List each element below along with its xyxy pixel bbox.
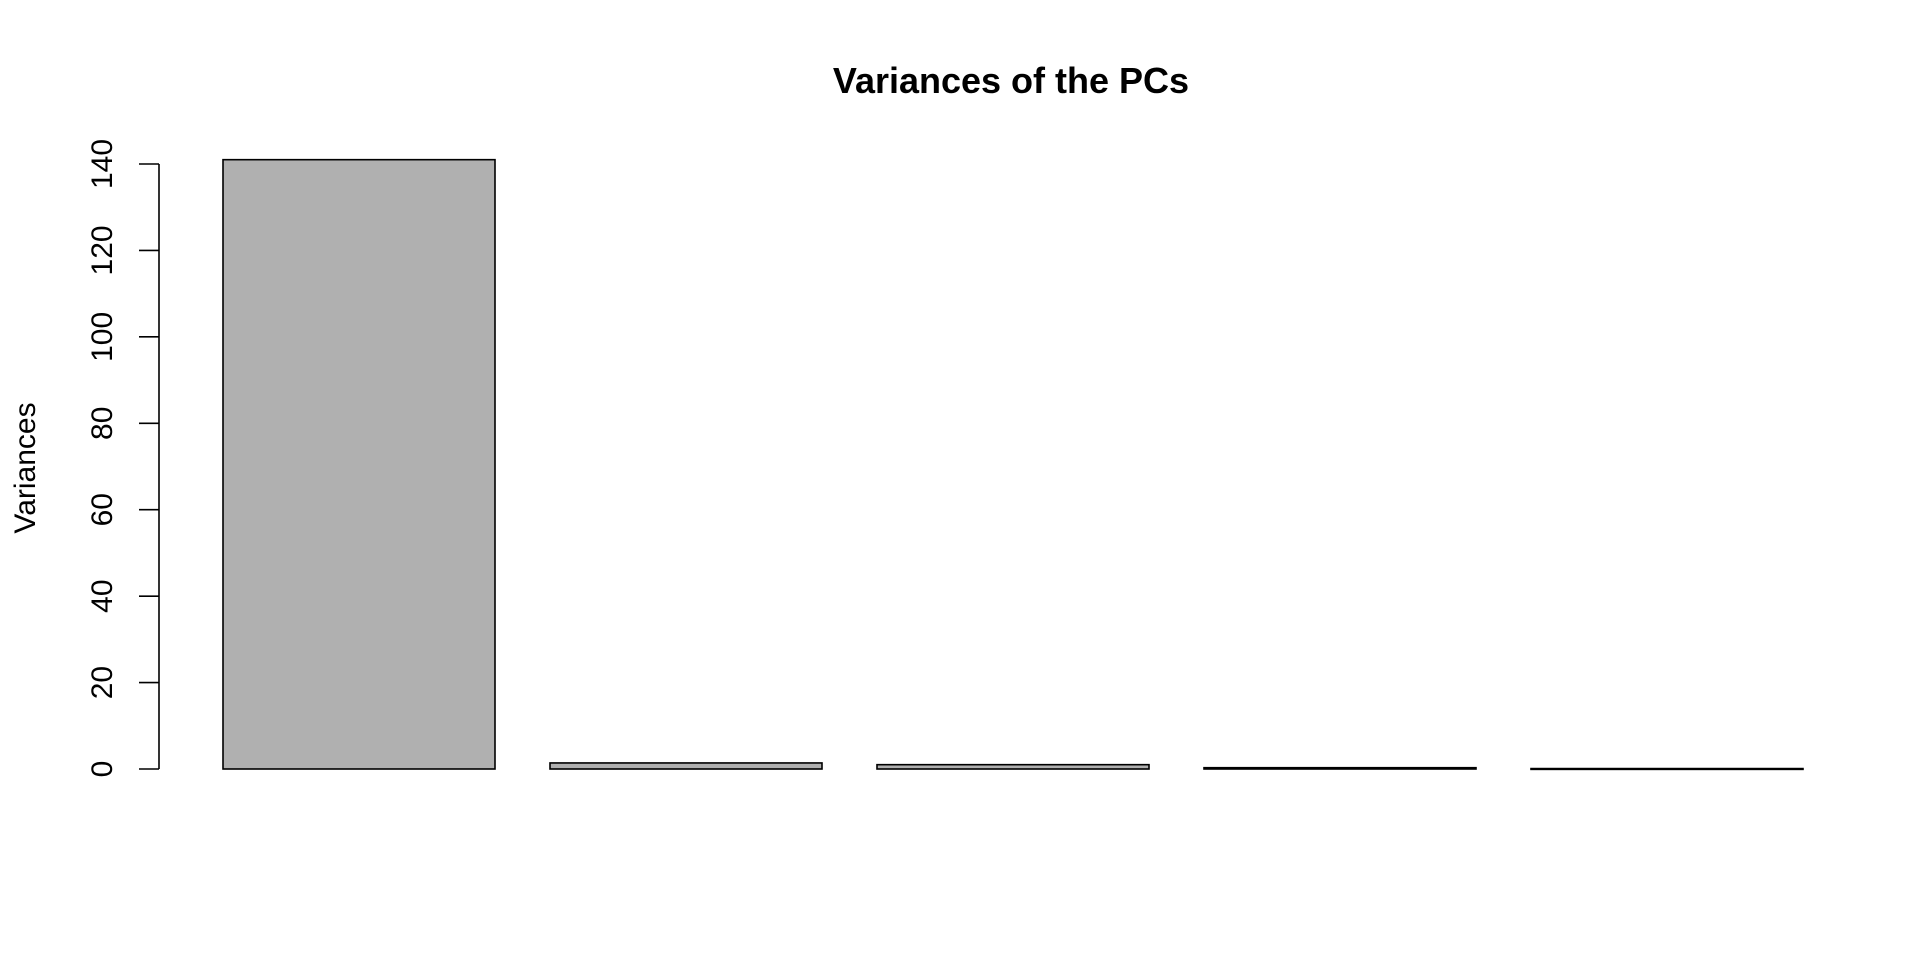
- y-ticks: 0 20 40 60 80 100 120 140: [86, 139, 159, 777]
- y-tick-label: 0: [86, 761, 119, 778]
- y-tick-label: 120: [86, 225, 119, 275]
- y-tick-label: 100: [86, 312, 119, 362]
- y-tick-label: 40: [86, 579, 119, 612]
- chart-title: Variances of the PCs: [833, 60, 1189, 101]
- y-tick-label: 20: [86, 666, 119, 699]
- bar-pc-4: [1203, 766, 1477, 770]
- y-tick-label: 80: [86, 407, 119, 440]
- y-tick-label: 140: [86, 139, 119, 189]
- bar-pc-2: [549, 762, 823, 770]
- bar-pc-1: [222, 158, 496, 770]
- y-axis-label: Variances: [9, 402, 42, 533]
- y-tick-label: 60: [86, 493, 119, 526]
- bar-pc-3: [876, 763, 1150, 770]
- bar-pc-5: [1530, 767, 1804, 771]
- bars: [222, 158, 1804, 771]
